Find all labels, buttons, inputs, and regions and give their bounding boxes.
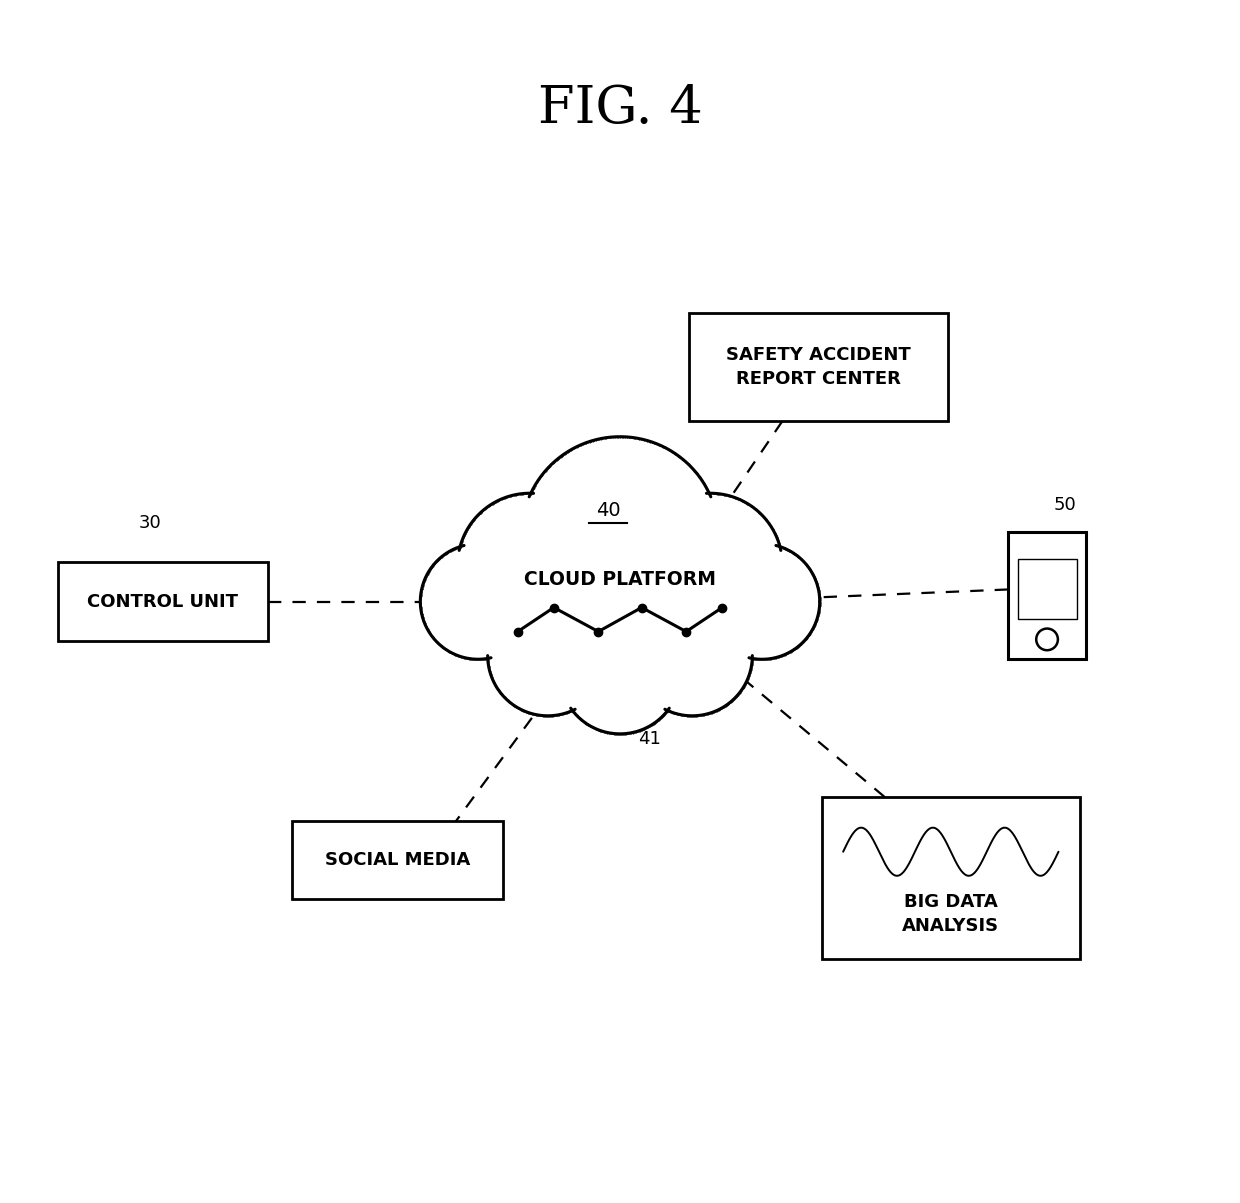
FancyBboxPatch shape (689, 313, 947, 421)
FancyBboxPatch shape (57, 563, 268, 641)
Circle shape (487, 595, 608, 716)
Circle shape (526, 520, 714, 707)
Circle shape (559, 614, 681, 734)
Text: 30: 30 (139, 515, 161, 533)
Circle shape (632, 595, 753, 716)
FancyBboxPatch shape (293, 822, 502, 900)
FancyBboxPatch shape (1018, 558, 1076, 620)
Circle shape (420, 544, 536, 659)
Circle shape (704, 544, 820, 659)
Text: CONTROL UNIT: CONTROL UNIT (87, 593, 238, 610)
Text: SAFETY ACCIDENT
REPORT CENTER: SAFETY ACCIDENT REPORT CENTER (727, 346, 911, 387)
Circle shape (639, 493, 782, 638)
Text: CLOUD PLATFORM: CLOUD PLATFORM (525, 570, 715, 589)
Text: 41: 41 (639, 730, 661, 748)
Text: BIG DATA
ANALYSIS: BIG DATA ANALYSIS (903, 894, 999, 935)
Circle shape (458, 493, 601, 638)
Text: 40: 40 (595, 500, 620, 520)
Text: 50: 50 (1053, 497, 1076, 515)
Text: FIG. 4: FIG. 4 (538, 83, 702, 134)
FancyBboxPatch shape (822, 798, 1080, 960)
FancyBboxPatch shape (1008, 533, 1086, 659)
Text: SOCIAL MEDIA: SOCIAL MEDIA (325, 852, 470, 869)
Circle shape (521, 437, 719, 634)
